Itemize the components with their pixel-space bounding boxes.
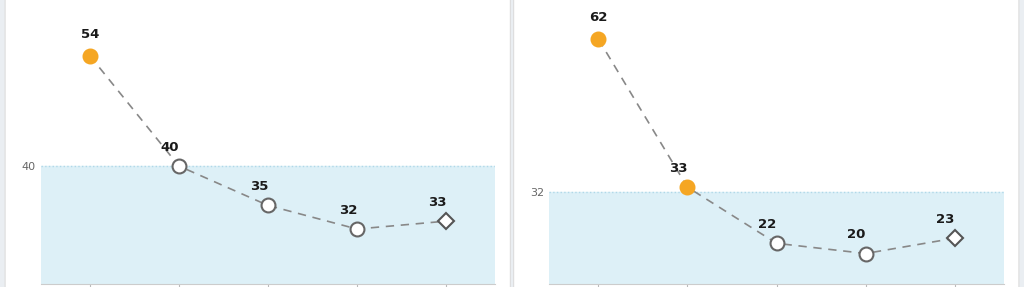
Text: 22: 22 [759,218,777,231]
Text: 32: 32 [339,204,357,217]
Text: 23: 23 [937,213,954,226]
Text: 40: 40 [161,141,179,154]
Text: 35: 35 [250,180,268,193]
Bar [550,192,1004,287]
Text: 33: 33 [428,196,446,209]
Bar [41,166,495,287]
Text: 33: 33 [670,162,688,175]
Text: 62: 62 [589,11,607,24]
Text: 20: 20 [848,228,866,241]
Text: 54: 54 [81,28,99,41]
